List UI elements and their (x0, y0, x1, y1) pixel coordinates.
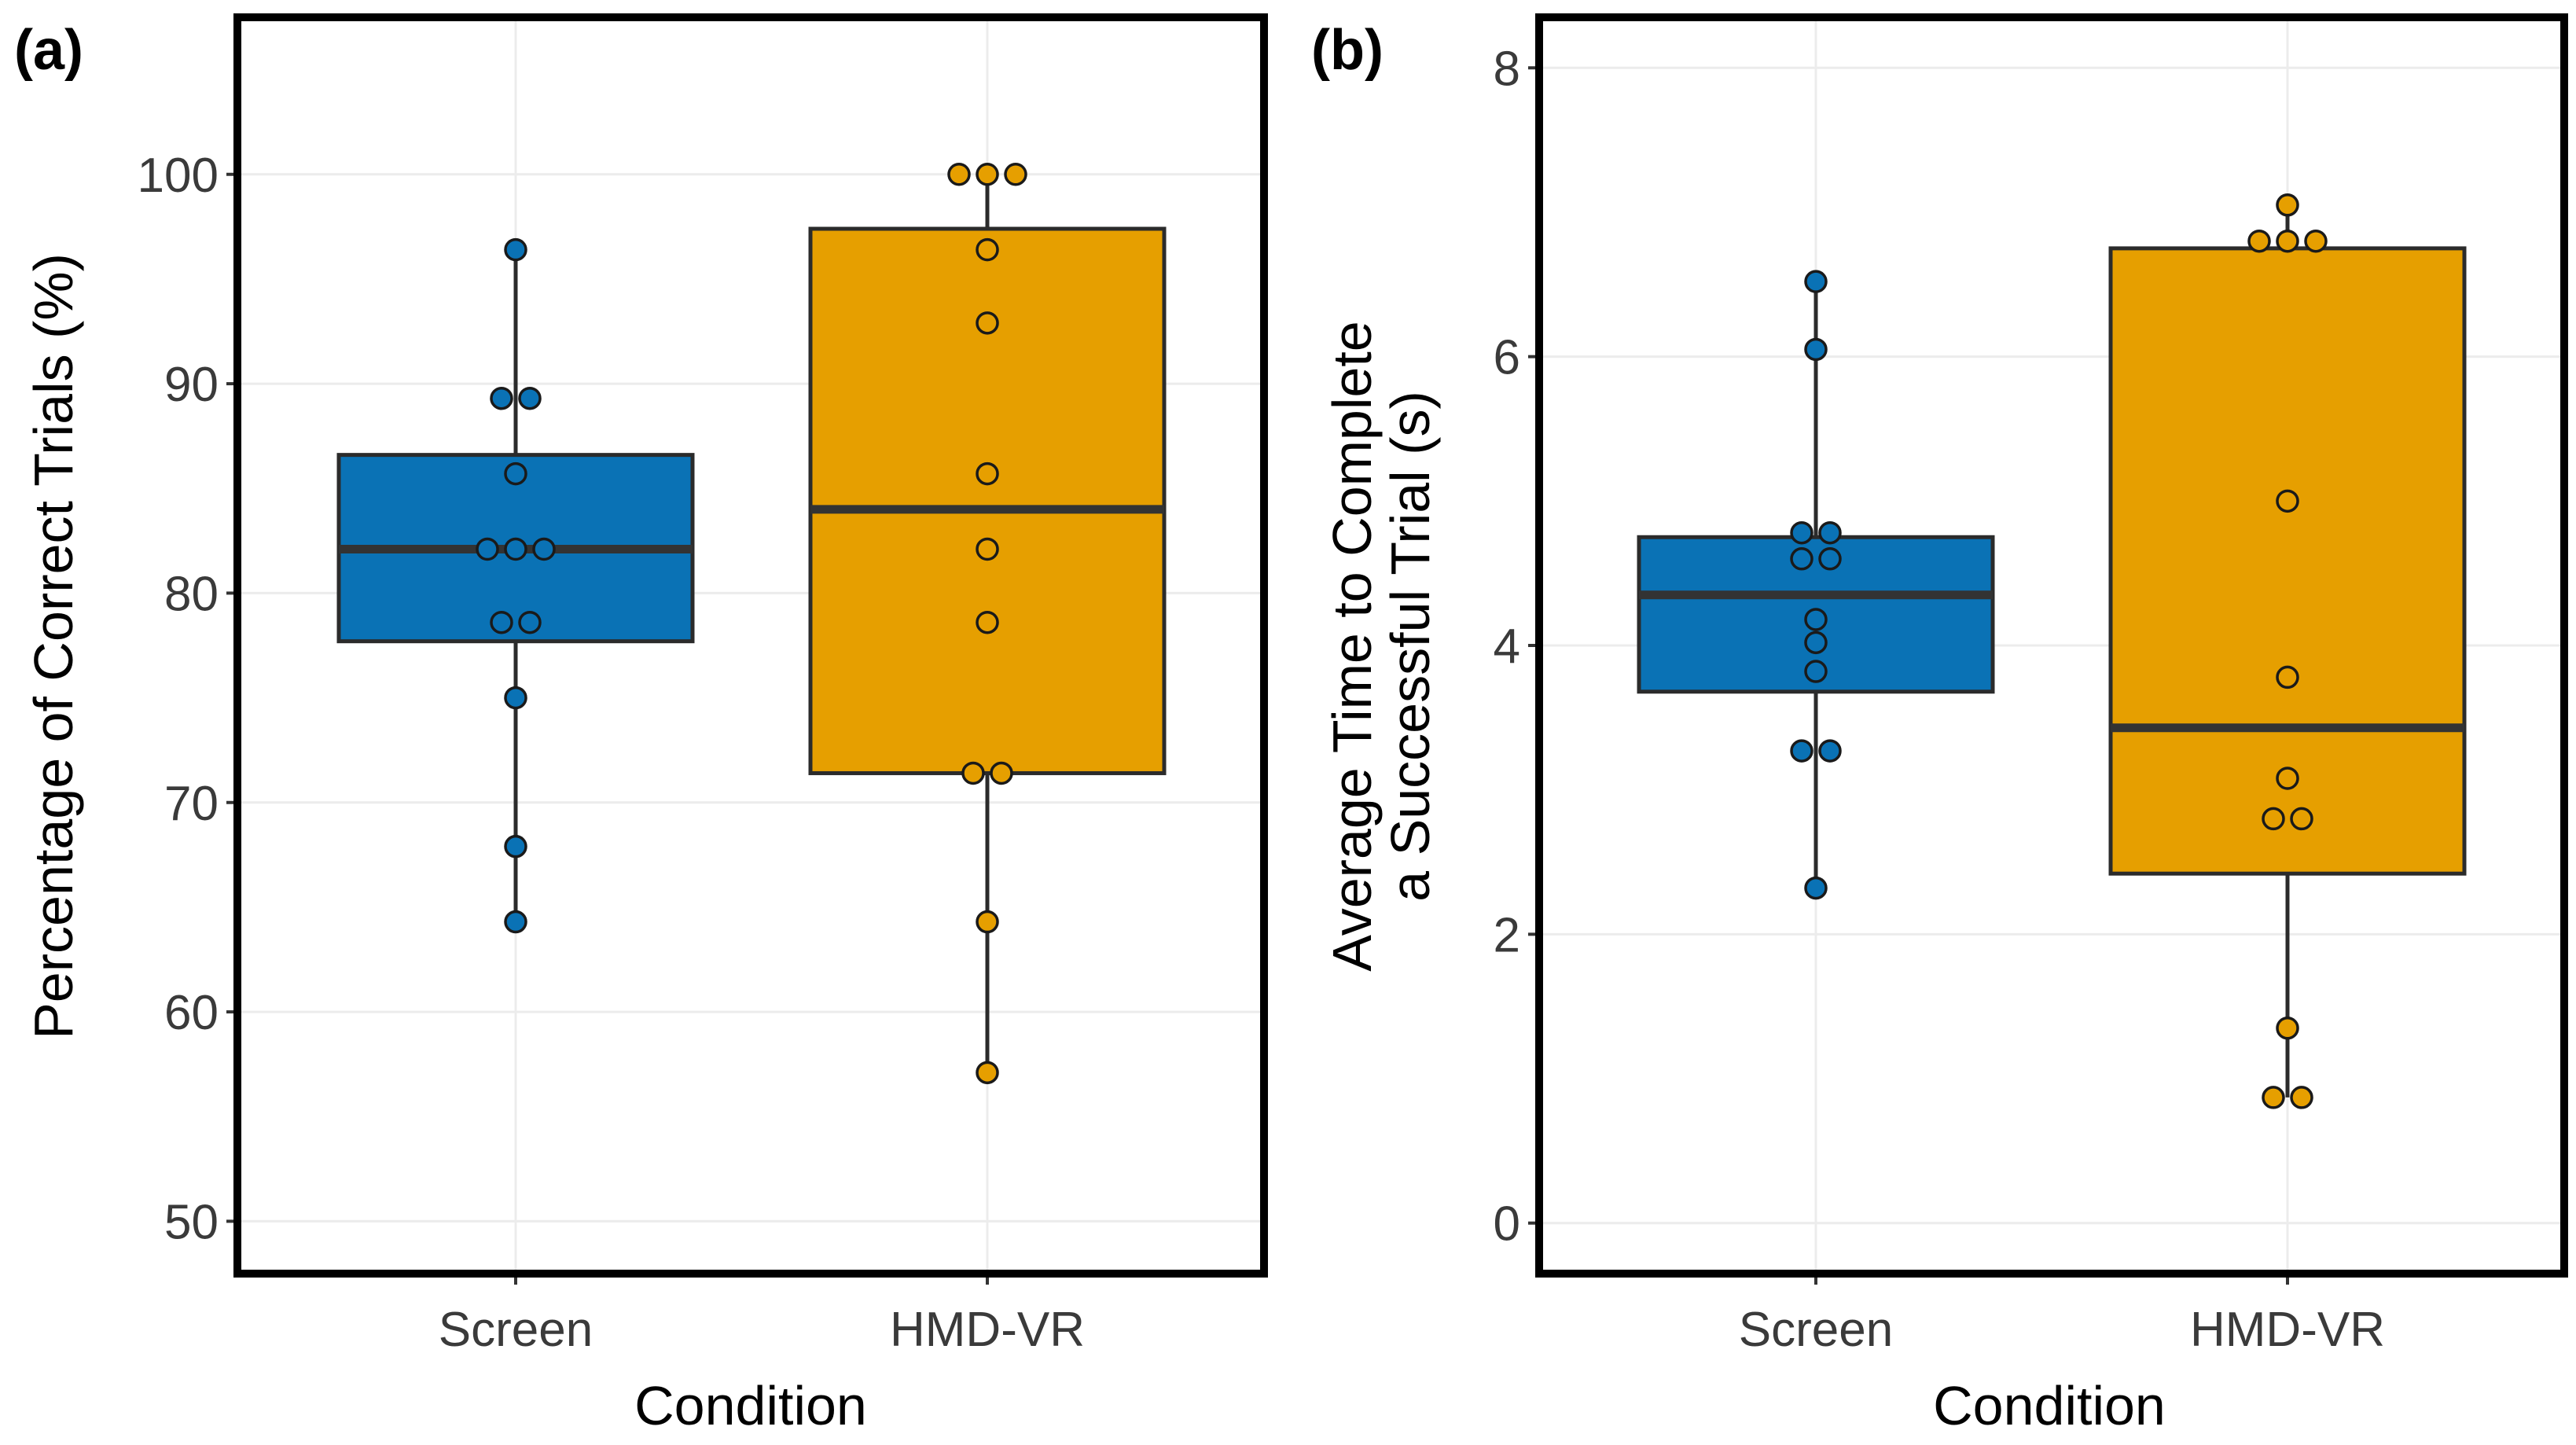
data-point (976, 237, 999, 262)
box-hmd-vr (808, 226, 1167, 775)
data-point (2290, 807, 2313, 831)
data-point (976, 461, 999, 486)
data-point (1818, 739, 1842, 763)
data-point (1004, 163, 1027, 186)
data-point (976, 537, 999, 561)
data-point (1818, 547, 1842, 571)
data-point (504, 537, 527, 561)
data-point (1790, 520, 1813, 545)
data-point (1804, 876, 1828, 900)
data-point (1804, 608, 1828, 631)
y-tick-label: 2 (1494, 908, 1520, 962)
data-point (1804, 337, 1828, 362)
data-point (1790, 547, 1813, 571)
data-point (518, 610, 542, 634)
y-tick-label: 6 (1494, 331, 1520, 385)
x-tick-label: Screen (439, 1303, 593, 1357)
y-tick-label: 80 (164, 567, 219, 621)
data-point (1818, 520, 1842, 545)
panel-b: (b) Average Time to Complete a Successfu… (1311, 13, 2568, 1436)
y-tick-label: 100 (138, 149, 219, 203)
data-point (1804, 270, 1828, 293)
data-point (947, 163, 971, 186)
panel-a: (a) Percentage of Correct Trials (%) Con… (14, 13, 1268, 1436)
y-tick-label: 90 (164, 358, 219, 412)
x-axis-title-b: Condition (1933, 1375, 2166, 1436)
y-axis-title-b-line1: Average Time to Complete (1321, 321, 1383, 971)
panel-label-b: (b) (1311, 19, 1384, 82)
data-point (2247, 229, 2271, 253)
data-point (2276, 229, 2299, 253)
y-axis-title-a: Percentage of Correct Trials (%) (23, 253, 84, 1039)
data-point (2276, 489, 2299, 513)
x-tick-label: HMD-VR (2190, 1303, 2385, 1357)
data-point (2276, 193, 2299, 217)
x-axis-title-a: Condition (634, 1375, 867, 1436)
plot-frame (1535, 13, 2568, 1278)
data-point (2276, 767, 2299, 790)
data-point (1790, 739, 1813, 763)
data-point (532, 537, 556, 561)
y-tick-label: 4 (1494, 620, 1520, 674)
data-point (504, 834, 527, 859)
data-point (2262, 1086, 2285, 1109)
data-point (976, 610, 999, 634)
data-point (490, 386, 513, 410)
data-point (1804, 660, 1828, 683)
data-point (2276, 1016, 2299, 1040)
data-point (504, 686, 527, 710)
data-point (504, 910, 527, 934)
data-point (990, 761, 1013, 785)
data-point (2276, 665, 2299, 689)
data-point (504, 461, 527, 486)
x-tick-label: Screen (1739, 1303, 1893, 1357)
data-point (490, 610, 513, 634)
data-point (976, 1061, 999, 1085)
panel-label-a: (a) (14, 19, 83, 82)
y-tick-label: 8 (1494, 42, 1520, 96)
data-point (476, 537, 499, 561)
y-tick-label: 0 (1494, 1197, 1520, 1252)
data-point (976, 910, 999, 934)
y-tick-label: 50 (164, 1195, 219, 1249)
y-tick-label: 60 (164, 986, 219, 1040)
data-point (961, 761, 985, 785)
data-point (504, 237, 527, 262)
y-axis-title-b-line2: a Successful Trial (s) (1380, 391, 1441, 902)
y-tick-label: 70 (164, 777, 219, 831)
plot-frame (233, 13, 1268, 1278)
data-point (1804, 631, 1828, 655)
data-point (976, 163, 999, 186)
data-point (2304, 229, 2328, 253)
x-tick-label: HMD-VR (890, 1303, 1085, 1357)
data-point (2290, 1086, 2313, 1109)
data-point (976, 311, 999, 335)
data-point (518, 386, 542, 410)
data-point (2262, 807, 2285, 831)
